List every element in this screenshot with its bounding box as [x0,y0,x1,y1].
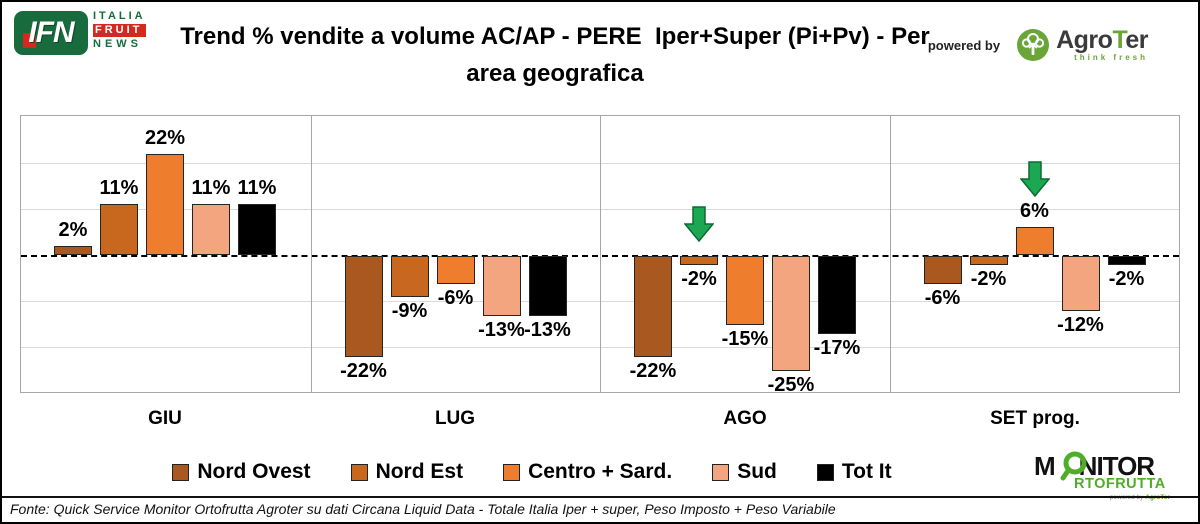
bar-chart-plot: 2% 11% 22% 11% 11% -22% -9% -6% -13% -13% -22% -2% -… [20,115,1180,396]
bar-nord-est [100,204,138,255]
magnifier-icon [1060,451,1087,481]
bar-tot-it [1107,256,1146,266]
source-note: Fonte: Quick Service Monitor Ortofrutta … [10,501,836,517]
page-title: Trend % vendite a volume AC/AP - PERE Ip… [152,18,958,92]
bar-nord-est [680,256,718,266]
down-arrow-icon [1018,161,1051,198]
ifn-red-accent [23,33,36,48]
legend-label: Nord Ovest [197,460,311,483]
legend-label: Tot It [841,460,892,483]
x-axis-label-lug: LUG [434,408,476,429]
chart-legend: Nord Ovest Nord Est Centro + Sard. Sud Tot I… [2,460,1062,484]
value-label: -25% [767,374,815,396]
ifn-badge: IFN [14,11,88,55]
bar-tot-it [238,204,276,255]
value-label: -9% [391,300,428,323]
bar-nord-ovest [344,256,383,358]
legend-item-centro-sard-: Centro + Sard. [503,460,672,484]
panel-set-prog-: -6% -2% 6% -12% -2% [889,116,1180,392]
value-label: -17% [813,337,861,360]
value-label: -13% [524,318,571,341]
title-line-1: Trend % vendite a volume AC/AP - PERE Ip… [180,23,930,50]
panel-ago: -22% -2% -15% -25% -17% [600,116,890,396]
bar-sud [772,256,810,371]
legend-swatch [503,463,521,481]
bar-sud [482,256,521,316]
bar-centro-sard- [146,153,184,255]
x-axis-label-giu: GIU [148,408,182,429]
title-line-2: area geografica [466,60,644,88]
legend-item-nord-ovest: Nord Ovest [172,460,311,484]
footer-divider [2,496,1198,498]
legend-item-sud: Sud [712,460,777,484]
bar-centro-sard- [726,256,764,325]
value-label: 11% [237,177,277,200]
legend-label: Sud [737,460,777,483]
bar-tot-it [528,256,567,316]
value-label: 22% [144,126,186,149]
legend-label: Nord Est [375,460,464,483]
monitor-m: M [1034,451,1056,481]
bar-nord-ovest [634,256,672,358]
value-label: 11% [191,177,231,200]
value-label: -6% [437,286,474,309]
value-label: -6% [924,286,961,309]
ifn-logo: IFN ITALIA FRUIT NEWS [14,11,146,55]
agroter-tree-icon [1017,29,1050,61]
agroter-logo: powered by AgroTer think fresh [927,26,1149,62]
x-axis-labels: GIU LUG AGO SET prog. [20,404,1180,434]
ifn-logo-text: IFN [28,16,74,49]
value-label: -22% [629,360,677,383]
ifn-fruit-label: FRUIT [93,24,146,37]
ifn-news-label: NEWS [93,38,142,50]
value-label: 11% [99,177,139,200]
bar-centro-sard- [1015,227,1054,255]
panel-giu: 2% 11% 22% 11% 11% [21,116,311,392]
legend-swatch [350,463,368,481]
bar-nord-est [969,256,1008,266]
x-axis-label-set-prog-: SET prog. [990,408,1080,429]
ifn-italia-label: ITALIA [93,10,146,22]
panel-lug: -22% -9% -6% -13% -13% [310,116,601,392]
monitor-nitor: NITOR [1078,451,1155,481]
legend-swatch [712,463,730,481]
agroter-tagline: think fresh [1074,53,1148,62]
bar-sud [1061,256,1100,312]
value-label: 2% [58,218,88,241]
legend-item-nord-est: Nord Est [350,460,464,484]
value-label: -2% [970,268,1007,291]
value-label: -13% [478,318,525,341]
legend-label: Centro + Sard. [528,460,673,483]
value-label: 6% [1020,200,1049,223]
value-label: -22% [340,360,387,383]
down-arrow-icon [683,206,715,243]
bar-nord-ovest [54,245,92,255]
legend-item-tot-it: Tot It [816,460,892,484]
ifn-wordmark: ITALIA FRUIT NEWS [93,11,146,50]
value-label: -12% [1057,314,1104,337]
bar-nord-est [390,256,429,298]
bar-nord-ovest [923,256,962,284]
x-axis-label-ago: AGO [723,408,767,429]
agroter-wordmark: AgroTer think fresh [1056,26,1148,62]
value-label: -2% [1108,268,1145,291]
value-label: -2% [681,268,717,291]
value-label: -15% [721,328,769,350]
bar-centro-sard- [436,256,475,284]
monitor-rtofrutta: RTOFRUTTA [1074,476,1166,492]
legend-swatch [816,463,834,481]
bar-sud [192,204,230,255]
legend-swatch [172,463,190,481]
bar-tot-it [818,256,856,335]
powered-by-label: powered by [927,37,1001,53]
